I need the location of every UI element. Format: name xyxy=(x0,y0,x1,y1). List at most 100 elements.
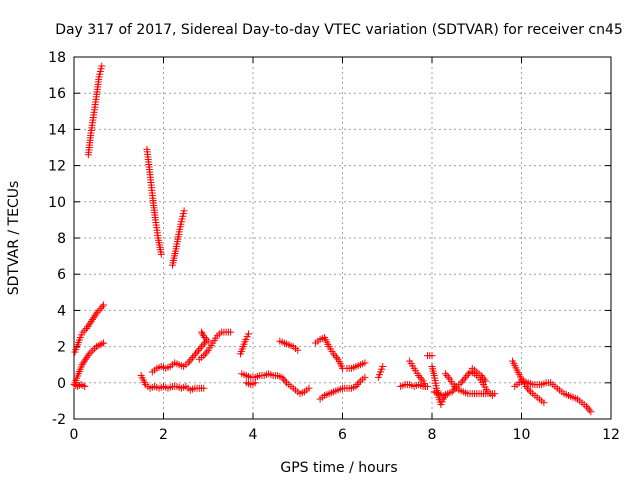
data-point xyxy=(587,408,595,416)
data-point xyxy=(83,325,91,332)
data-point xyxy=(80,357,88,365)
data-point xyxy=(333,353,341,361)
y-tick-label: -2 xyxy=(52,412,66,428)
data-point xyxy=(92,310,100,318)
data-point xyxy=(198,343,206,351)
data-point xyxy=(87,348,95,356)
data-point xyxy=(227,328,235,336)
x-tick-label: 2 xyxy=(159,427,168,443)
data-point xyxy=(584,404,592,412)
data-point xyxy=(353,381,361,389)
data-point xyxy=(281,377,289,385)
data-point xyxy=(428,352,436,360)
y-tick-label: 0 xyxy=(57,376,66,392)
data-point xyxy=(479,373,487,381)
data-markers xyxy=(70,62,595,416)
x-axis-label: GPS time / hours xyxy=(280,460,397,476)
data-point xyxy=(199,330,207,338)
data-point xyxy=(78,361,86,369)
data-point xyxy=(331,352,339,360)
data-point xyxy=(97,305,105,313)
data-point xyxy=(460,375,468,383)
data-point xyxy=(355,379,363,387)
y-tick-label: 14 xyxy=(48,122,66,138)
data-point xyxy=(79,328,87,336)
data-point xyxy=(294,346,302,354)
data-point xyxy=(198,328,206,336)
data-point xyxy=(200,384,208,392)
data-point xyxy=(94,342,102,350)
data-point xyxy=(200,332,208,340)
data-point xyxy=(81,326,89,334)
data-point xyxy=(582,402,590,410)
data-point xyxy=(280,375,288,383)
x-tick-label: 0 xyxy=(70,427,79,443)
y-tick-label: 10 xyxy=(48,195,66,211)
data-point xyxy=(84,323,92,331)
data-point xyxy=(199,341,207,349)
data-point xyxy=(525,386,533,394)
data-point xyxy=(88,315,96,323)
data-point xyxy=(459,377,467,385)
data-point xyxy=(157,250,165,258)
data-point xyxy=(79,382,87,390)
data-point xyxy=(305,384,313,392)
data-point xyxy=(187,355,195,363)
data-point xyxy=(186,357,194,365)
data-point xyxy=(421,382,429,390)
data-point xyxy=(540,399,548,407)
data-point xyxy=(203,348,211,356)
data-point xyxy=(100,339,108,347)
data-point xyxy=(448,388,456,396)
data-point xyxy=(352,382,360,390)
data-point xyxy=(201,334,209,342)
data-point xyxy=(415,372,423,380)
data-point xyxy=(193,348,201,356)
data-point xyxy=(93,308,101,316)
y-tick-label: 18 xyxy=(48,50,66,66)
data-point xyxy=(74,382,82,390)
data-point xyxy=(196,344,204,352)
data-point xyxy=(192,350,200,358)
data-point xyxy=(79,359,87,367)
data-point xyxy=(86,319,94,327)
x-tick-label: 6 xyxy=(338,427,347,443)
y-tick-label: 16 xyxy=(48,86,66,102)
y-tick-label: 2 xyxy=(57,340,66,356)
data-point xyxy=(202,335,210,343)
x-tick-label: 10 xyxy=(513,427,531,443)
data-point xyxy=(81,382,89,390)
data-point xyxy=(523,384,531,392)
data-point xyxy=(90,314,98,322)
grid-lines xyxy=(74,57,611,419)
data-point xyxy=(95,306,103,314)
y-tick-label: 6 xyxy=(57,267,66,283)
data-point xyxy=(189,353,197,361)
data-point xyxy=(361,359,369,367)
data-point xyxy=(98,340,106,348)
data-point xyxy=(465,370,473,378)
data-point xyxy=(361,373,369,381)
x-tick-label: 12 xyxy=(602,427,620,443)
data-point xyxy=(85,350,93,358)
data-point xyxy=(201,350,209,358)
data-point xyxy=(416,373,424,381)
data-point xyxy=(482,377,490,385)
data-point xyxy=(204,337,212,345)
data-point xyxy=(457,379,465,387)
data-point xyxy=(83,353,91,361)
data-point xyxy=(180,207,188,215)
data-point xyxy=(200,352,208,360)
data-point xyxy=(96,341,104,349)
data-point xyxy=(245,330,253,338)
data-point xyxy=(462,373,470,381)
y-tick-label: 4 xyxy=(57,303,66,319)
x-tick-label: 8 xyxy=(428,427,437,443)
data-point xyxy=(77,381,85,389)
data-point xyxy=(190,352,198,360)
y-tick-label: 12 xyxy=(48,159,66,175)
data-point xyxy=(184,359,192,367)
